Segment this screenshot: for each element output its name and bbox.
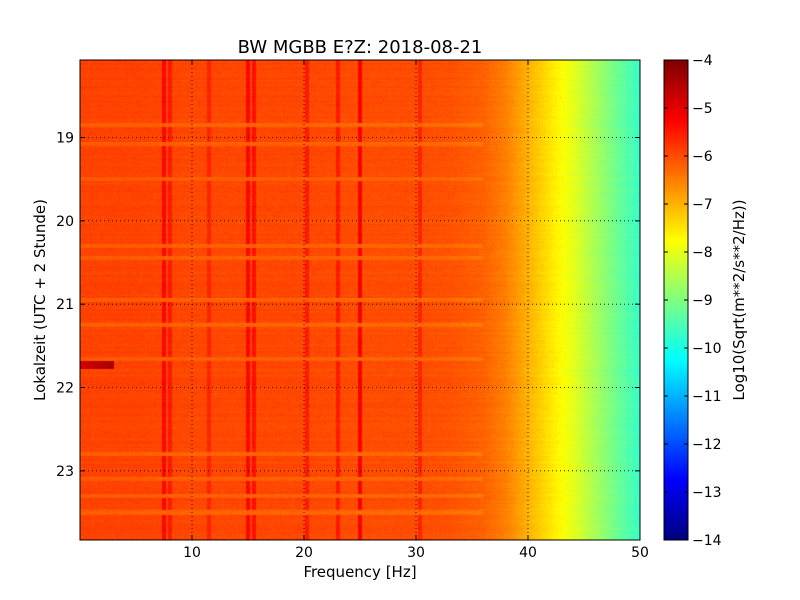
x-tick-label: 50	[631, 545, 649, 561]
x-tick-label: 40	[519, 545, 537, 561]
colorbar-tick-label: −10	[692, 341, 722, 357]
x-tick-label: 20	[295, 545, 313, 561]
plot-area: 10 20 30 40 50 19 20 21 22 23	[56, 59, 649, 561]
y-axis-ticks: 19 20 21 22 23	[56, 131, 640, 480]
colorbar-tick-label: −11	[692, 389, 722, 405]
colorbar-tick-label: −12	[692, 437, 722, 453]
plot-frame	[79, 59, 641, 541]
colorbar-tick-label: −4	[692, 53, 713, 69]
colorbar-label: Log10(Sqrt(m**2/s**2/Hz))	[730, 199, 748, 400]
colorbar-tick-label: −7	[692, 197, 713, 213]
y-tick-label: 23	[56, 464, 74, 480]
y-axis-label: Lokalzeit (UTC + 2 Stunde)	[31, 199, 49, 401]
y-tick-label: 19	[56, 131, 74, 147]
colorbar-tick-label: −14	[692, 533, 722, 549]
heatmap-image	[80, 60, 640, 540]
y-tick-label: 20	[56, 214, 74, 230]
colorbar-tick-label: −6	[692, 149, 713, 165]
y-tick-label: 22	[56, 381, 74, 397]
x-tick-label: 30	[407, 545, 425, 561]
colorbar-tick-label: −9	[692, 293, 713, 309]
colorbar-tick-label: −13	[692, 485, 722, 501]
colorbar: −4 −5 −6 −7 −8 −9 −10 −11 −12 −13 −14 Log10(Sqrt(m…	[663, 53, 748, 549]
y-tick-label: 21	[56, 297, 74, 313]
x-tick-label: 10	[183, 545, 201, 561]
x-axis-ticks: 10 20 30 40 50	[183, 60, 649, 561]
colorbar-tick-label: −5	[692, 101, 713, 117]
colorbar-ticks: −4 −5 −6 −7 −8 −9 −10 −11 −12 −13 −14	[664, 53, 722, 549]
chart-title: BW MGBB E?Z: 2018-08-21	[238, 37, 483, 58]
colorbar-tick-label: −8	[692, 245, 713, 261]
grid-lines	[80, 60, 640, 540]
x-axis-label: Frequency [Hz]	[303, 563, 416, 581]
